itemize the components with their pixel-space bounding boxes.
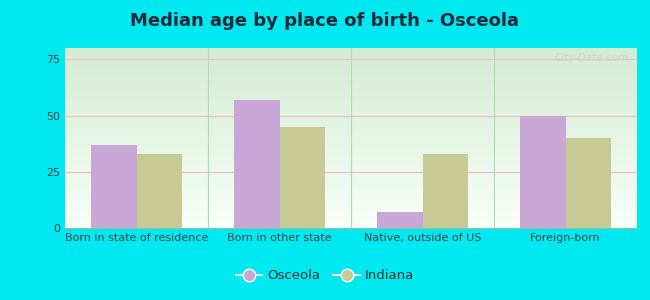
Bar — [566, 138, 611, 228]
Bar — [422, 154, 468, 228]
Text: Median age by place of birth - Osceola: Median age by place of birth - Osceola — [131, 12, 519, 30]
Legend: Osceola, Indiana: Osceola, Indiana — [230, 264, 420, 287]
Bar — [520, 116, 566, 228]
Bar — [234, 100, 280, 228]
Bar — [91, 145, 136, 228]
Text: City-Data.com: City-Data.com — [554, 53, 629, 63]
Bar — [377, 212, 423, 228]
Bar — [280, 127, 325, 228]
Bar — [136, 154, 182, 228]
